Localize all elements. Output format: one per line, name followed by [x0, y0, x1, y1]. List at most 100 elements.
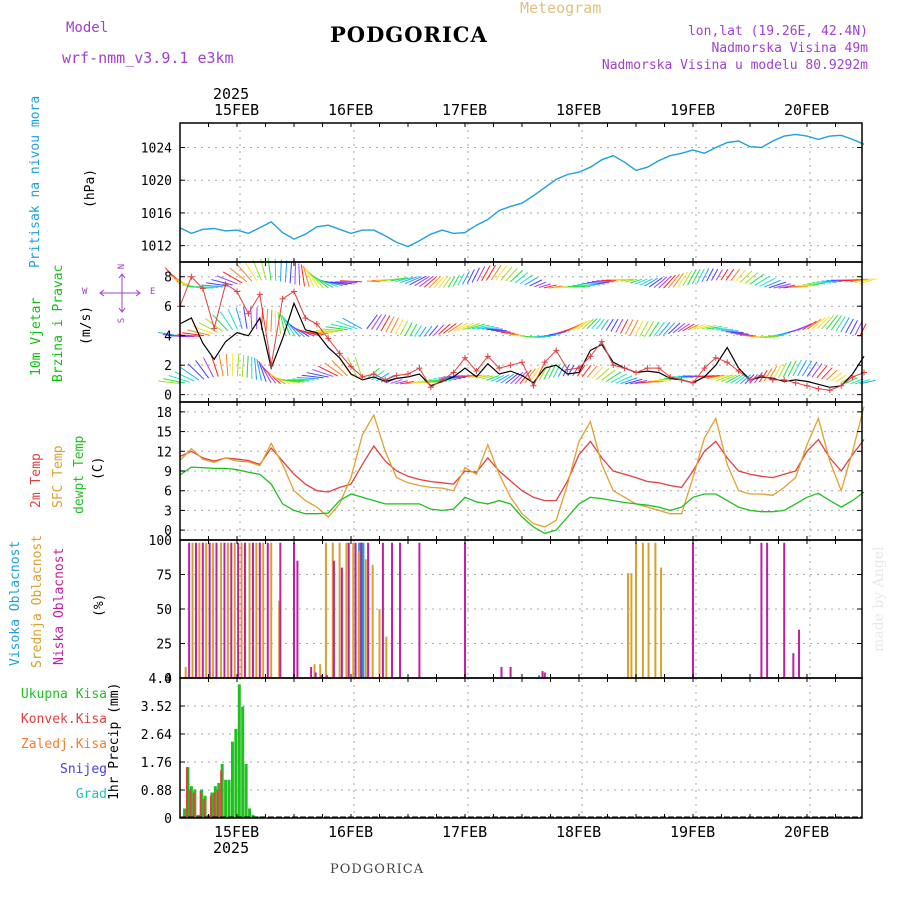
wind-barb — [225, 353, 229, 376]
wind-barb — [610, 373, 627, 383]
y-tick-label: 1012 — [141, 240, 172, 255]
wind-barb — [687, 324, 699, 331]
wind-barb — [500, 373, 515, 384]
cloud-bar — [760, 542, 763, 678]
wind-barb — [648, 321, 660, 337]
gust-marker — [199, 285, 206, 292]
wind-barb — [298, 263, 301, 286]
wind-barb — [634, 320, 644, 337]
wind-barb — [519, 369, 532, 384]
gust-marker — [291, 288, 297, 295]
wind-barb — [390, 317, 399, 334]
wind-barb — [243, 306, 248, 329]
wind-barb — [797, 359, 807, 377]
cloud-bar — [783, 542, 786, 678]
cloud-bar — [205, 542, 208, 678]
cloud-bar — [331, 542, 334, 678]
wind-barb — [321, 280, 343, 287]
compass-w: W — [82, 287, 88, 297]
wind-barb — [229, 267, 248, 283]
wind-barb — [471, 324, 490, 330]
wind-barb — [505, 267, 518, 282]
wind-barb — [490, 264, 502, 281]
y-tick-label: 4 — [164, 330, 172, 345]
wind-barb — [720, 269, 729, 281]
wind-barb — [400, 276, 418, 284]
cloud-bar — [240, 542, 243, 678]
wind-barb — [443, 322, 457, 334]
wind-barb — [615, 278, 631, 282]
wind-barb — [716, 328, 734, 331]
gust-marker — [610, 362, 617, 369]
gust-marker — [302, 315, 309, 321]
wind-barb — [715, 269, 723, 281]
gust-marker — [564, 366, 571, 373]
wind-barb — [672, 272, 685, 288]
gust-marker — [279, 295, 286, 302]
wind-barb — [300, 264, 305, 287]
gust-marker — [667, 373, 674, 380]
wind-barb — [639, 278, 653, 286]
wind-barb — [658, 275, 672, 289]
wind-barb — [806, 318, 822, 330]
wind-barb — [261, 365, 277, 384]
wind-barb — [325, 281, 348, 286]
wind-barb — [414, 325, 422, 337]
cloud-bar — [338, 542, 341, 678]
wind-barb — [325, 326, 348, 331]
gust-marker — [587, 353, 594, 360]
wind-barb — [711, 327, 728, 330]
wind-barb — [330, 281, 353, 285]
wind-barb — [366, 314, 378, 330]
wind-barb — [629, 278, 643, 284]
y-tick-label: 15 — [156, 426, 172, 441]
precip-bar — [213, 792, 216, 818]
wind-barb — [577, 319, 591, 330]
gust-marker — [507, 362, 514, 369]
wind-barb — [500, 266, 513, 281]
cloud-bar — [194, 542, 197, 678]
gust-marker — [473, 368, 480, 375]
cloud-bar — [538, 675, 541, 678]
panel-frame — [179, 122, 863, 263]
gust-marker — [621, 365, 628, 372]
precip-bar — [183, 808, 187, 818]
wind-barb — [250, 306, 253, 329]
gust-marker — [450, 369, 457, 376]
wind-barb — [624, 319, 634, 335]
wind-barb — [567, 322, 584, 332]
gust-marker — [576, 365, 582, 372]
wind-barb — [529, 367, 540, 383]
lonlat-readout: lon,lat (19.26E, 42.4N) — [687, 24, 868, 39]
wind-barb — [845, 318, 854, 334]
wind-barb — [252, 259, 262, 281]
gust-marker — [781, 376, 788, 383]
wind-barb — [620, 377, 638, 385]
panel-frame — [179, 539, 863, 679]
gust-marker — [792, 379, 799, 386]
wind-barb — [236, 264, 253, 282]
cloud-bar — [418, 542, 421, 678]
day-label-top: 18FEB — [556, 101, 601, 119]
cloud-bar — [364, 559, 367, 678]
gust-marker — [313, 320, 320, 327]
precip-bar — [227, 779, 231, 818]
gust-marker — [678, 376, 685, 383]
wind-barb — [601, 369, 616, 381]
wind-barb — [821, 280, 837, 283]
y-tick-label: 2 — [164, 359, 172, 374]
gust-marker — [256, 291, 263, 298]
cloud-bar — [230, 542, 233, 678]
day-label-bottom: 19FEB — [670, 823, 715, 841]
wind-barb — [763, 368, 773, 382]
wind-barb — [447, 276, 456, 288]
y-tick-label: 50 — [156, 603, 172, 618]
wind-barb — [418, 326, 427, 338]
wind-barb — [210, 355, 219, 377]
gust-marker — [336, 350, 343, 357]
wind-barb — [725, 331, 744, 334]
wind-barb — [201, 284, 224, 288]
wind-barb — [281, 314, 291, 336]
wind-barb — [282, 379, 305, 383]
wind-barb — [687, 269, 697, 286]
